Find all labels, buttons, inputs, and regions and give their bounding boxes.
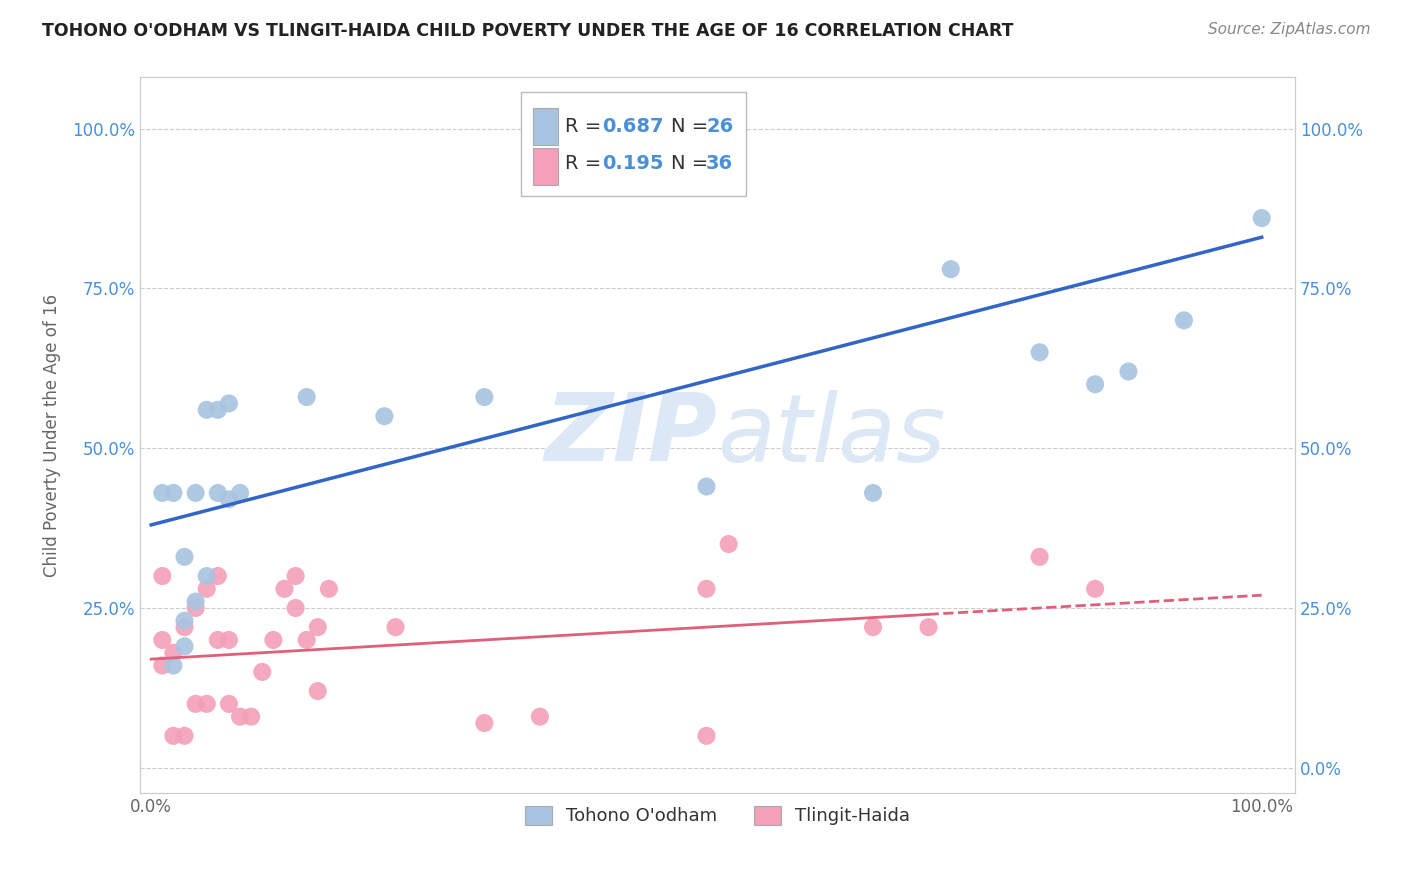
Point [917, 620, 939, 634]
Legend: Tohono O'odham, Tlingit-Haida: Tohono O'odham, Tlingit-Haida [516, 797, 920, 834]
Point [1250, 211, 1272, 225]
Point [184, 697, 207, 711]
FancyBboxPatch shape [533, 108, 558, 145]
Point [384, 620, 406, 634]
Text: 0.195: 0.195 [602, 153, 664, 173]
Point [252, 665, 274, 679]
Point [195, 569, 218, 583]
Point [173, 620, 195, 634]
Text: Source: ZipAtlas.com: Source: ZipAtlas.com [1208, 22, 1371, 37]
Point [273, 582, 295, 596]
Text: R =: R = [565, 153, 607, 173]
Point [862, 620, 884, 634]
FancyBboxPatch shape [533, 147, 558, 185]
Point [1028, 549, 1050, 564]
Point [150, 486, 173, 500]
Point [862, 486, 884, 500]
Point [173, 640, 195, 654]
Point [195, 402, 218, 417]
Point [184, 594, 207, 608]
Point [218, 492, 240, 507]
Point [307, 620, 329, 634]
Point [207, 402, 229, 417]
Text: 0.687: 0.687 [602, 117, 664, 136]
Text: N =: N = [671, 153, 714, 173]
Point [262, 632, 284, 647]
FancyBboxPatch shape [522, 92, 747, 195]
Point [173, 549, 195, 564]
Point [373, 409, 395, 424]
Point [184, 486, 207, 500]
Text: N =: N = [671, 117, 714, 136]
Point [472, 390, 495, 404]
Point [1173, 313, 1195, 327]
Point [295, 632, 318, 647]
Point [229, 486, 252, 500]
Point [162, 646, 184, 660]
Point [695, 729, 717, 743]
Point [529, 709, 551, 723]
Point [195, 697, 218, 711]
Text: TOHONO O'ODHAM VS TLINGIT-HAIDA CHILD POVERTY UNDER THE AGE OF 16 CORRELATION CH: TOHONO O'ODHAM VS TLINGIT-HAIDA CHILD PO… [42, 22, 1014, 40]
Text: 36: 36 [706, 153, 733, 173]
Point [717, 537, 740, 551]
Point [240, 709, 263, 723]
Point [284, 569, 307, 583]
Point [173, 614, 195, 628]
Point [218, 697, 240, 711]
Point [1118, 364, 1140, 378]
Point [307, 684, 329, 698]
Y-axis label: Child Poverty Under the Age of 16: Child Poverty Under the Age of 16 [44, 293, 60, 577]
Point [218, 632, 240, 647]
Point [1084, 582, 1107, 596]
Point [173, 729, 195, 743]
Text: ZIP: ZIP [544, 390, 717, 482]
Point [150, 569, 173, 583]
Point [218, 396, 240, 410]
Point [150, 632, 173, 647]
Point [150, 658, 173, 673]
Point [162, 658, 184, 673]
Point [1084, 377, 1107, 392]
Text: R =: R = [565, 117, 607, 136]
Text: 26: 26 [706, 117, 734, 136]
Point [162, 729, 184, 743]
Point [207, 569, 229, 583]
Point [695, 479, 717, 493]
Point [207, 486, 229, 500]
Point [939, 262, 962, 277]
Point [284, 601, 307, 615]
Point [229, 709, 252, 723]
Point [295, 390, 318, 404]
Point [695, 582, 717, 596]
Point [195, 582, 218, 596]
Point [162, 486, 184, 500]
Point [184, 601, 207, 615]
Point [472, 716, 495, 731]
Point [207, 632, 229, 647]
Text: atlas: atlas [717, 390, 946, 481]
Point [1028, 345, 1050, 359]
Point [318, 582, 340, 596]
